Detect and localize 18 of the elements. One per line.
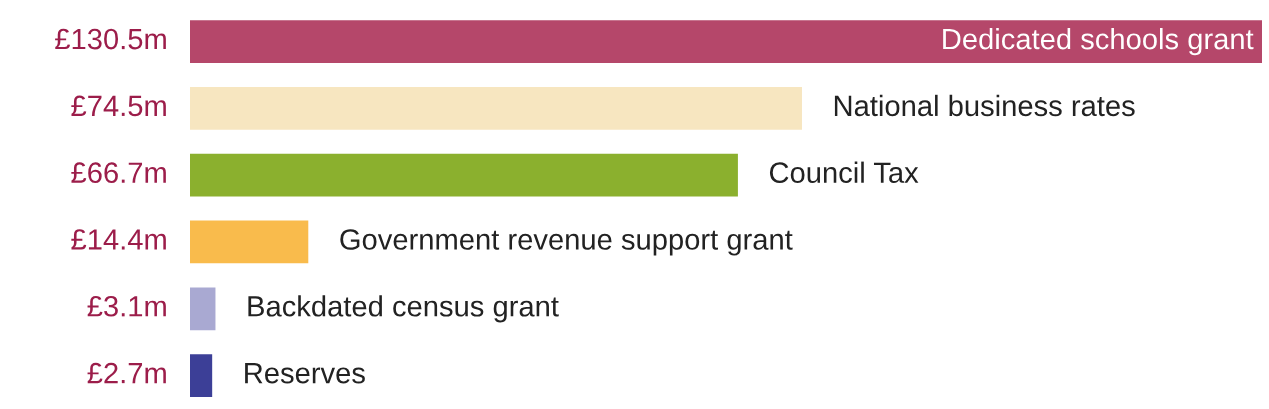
bar xyxy=(190,354,213,397)
data-label: £3.1m xyxy=(87,295,166,317)
bar xyxy=(190,20,1262,63)
y-tick-label: National business rates xyxy=(834,94,1135,117)
bar xyxy=(190,153,738,197)
data-label: £66.7m xyxy=(71,162,166,184)
bar xyxy=(190,287,216,331)
data-label: £14.4m xyxy=(71,229,166,250)
bar xyxy=(190,220,309,264)
data-label: £74.5m xyxy=(71,95,166,117)
bar xyxy=(190,87,802,130)
data-label: £130.5m xyxy=(55,28,166,50)
y-tick-label: Reserves xyxy=(245,363,365,384)
y-tick-label: Dedicated schools grant xyxy=(943,27,1254,56)
data-label: £2.7m xyxy=(87,362,166,384)
y-tick-label: Backdated census grant xyxy=(248,295,559,323)
y-tick-label: Government revenue support grant xyxy=(340,229,793,256)
y-tick-label: Council Tax xyxy=(769,161,919,184)
